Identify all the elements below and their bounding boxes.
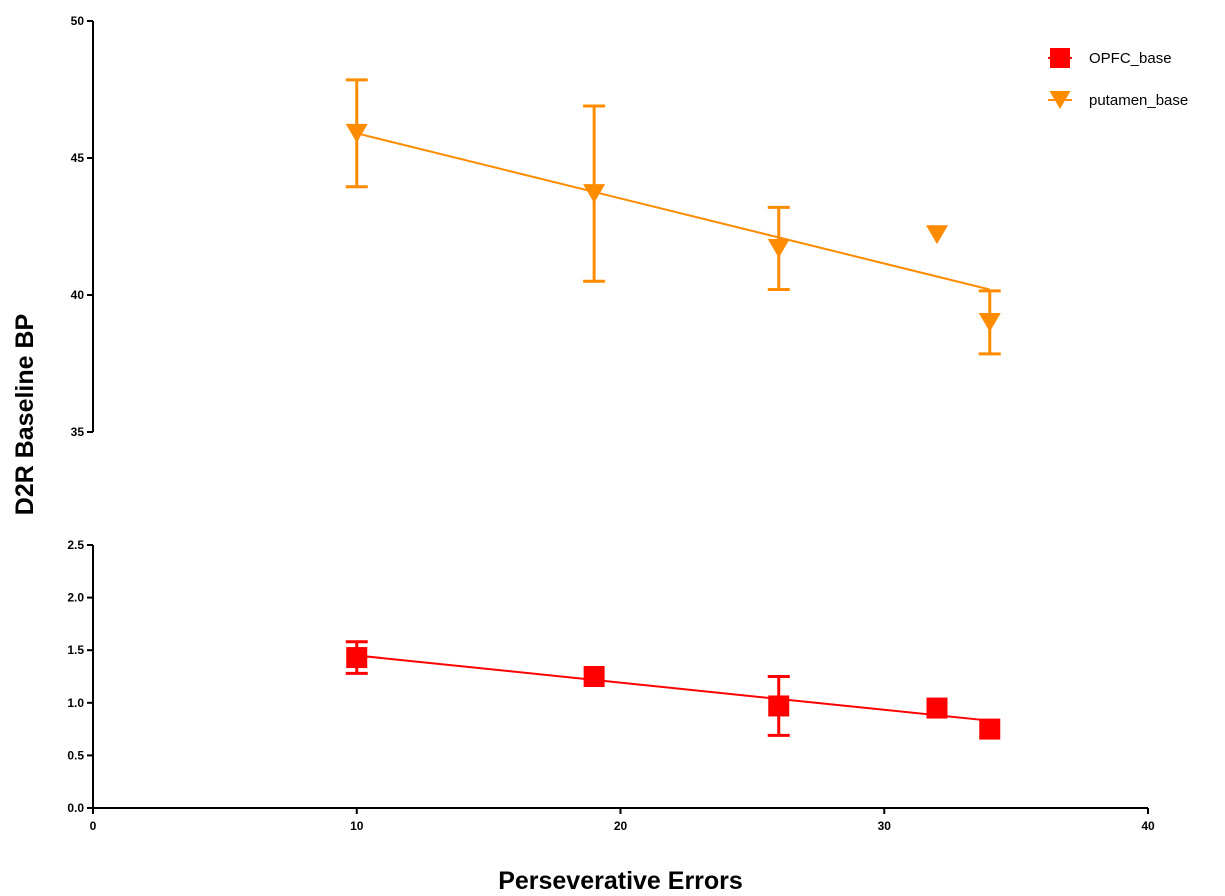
x-tick-label: 30 — [878, 819, 892, 833]
y-axis-title: D2R Baseline BP — [11, 314, 39, 515]
x-tick-label: 0 — [90, 819, 97, 833]
x-axis-title: Perseverative Errors — [498, 867, 743, 895]
error-bars — [345, 78, 1001, 737]
legend-item-opfc-base: OPFC_base — [1048, 48, 1172, 68]
opfc-base-point — [926, 697, 948, 719]
legend: OPFC_base putamen_base — [1048, 48, 1188, 109]
x-tick-label: 10 — [350, 819, 364, 833]
putamen-base-point — [345, 123, 368, 143]
putamen-base-fit-line — [356, 132, 990, 291]
y-tick-label: 0.5 — [67, 748, 84, 762]
y-tick-label: 2.0 — [67, 591, 84, 605]
y-tick-label: 45 — [71, 151, 85, 165]
y-tick-label: 0.0 — [67, 801, 84, 815]
legend-marker — [1049, 91, 1071, 109]
x-tick-label: 40 — [1141, 819, 1155, 833]
legend-marker — [1050, 48, 1070, 68]
y-tick-label: 50 — [71, 14, 85, 28]
y-tick-label: 35 — [71, 425, 85, 439]
y-tick-label: 1.5 — [67, 643, 84, 657]
opfc-base-point — [583, 666, 605, 687]
fit-lines — [356, 132, 990, 722]
y-tick-label: 1.0 — [67, 696, 84, 710]
y-tick-label: 40 — [71, 288, 85, 302]
putamen-base-point — [583, 184, 606, 204]
x-tick-label: 20 — [614, 819, 628, 833]
opfc-base-fit-line — [356, 654, 990, 722]
axes: 35 40 45 50 0.0 0.5 1.0 1.5 2.0 2.5 0 10 20 30 40 — [67, 14, 1155, 833]
putamen-base-point — [978, 312, 1001, 332]
putamen-base-point — [925, 225, 949, 245]
data-markers — [345, 123, 1001, 740]
legend-label: OPFC_base — [1089, 50, 1172, 67]
legend-item-putamen-base: putamen_base — [1048, 91, 1188, 109]
opfc-base-point — [979, 718, 1001, 740]
legend-label: putamen_base — [1089, 92, 1188, 109]
putamen-base-point — [767, 238, 790, 258]
opfc-base-point — [346, 647, 368, 669]
opfc-base-point — [768, 695, 790, 717]
y-tick-label: 2.5 — [67, 538, 84, 552]
